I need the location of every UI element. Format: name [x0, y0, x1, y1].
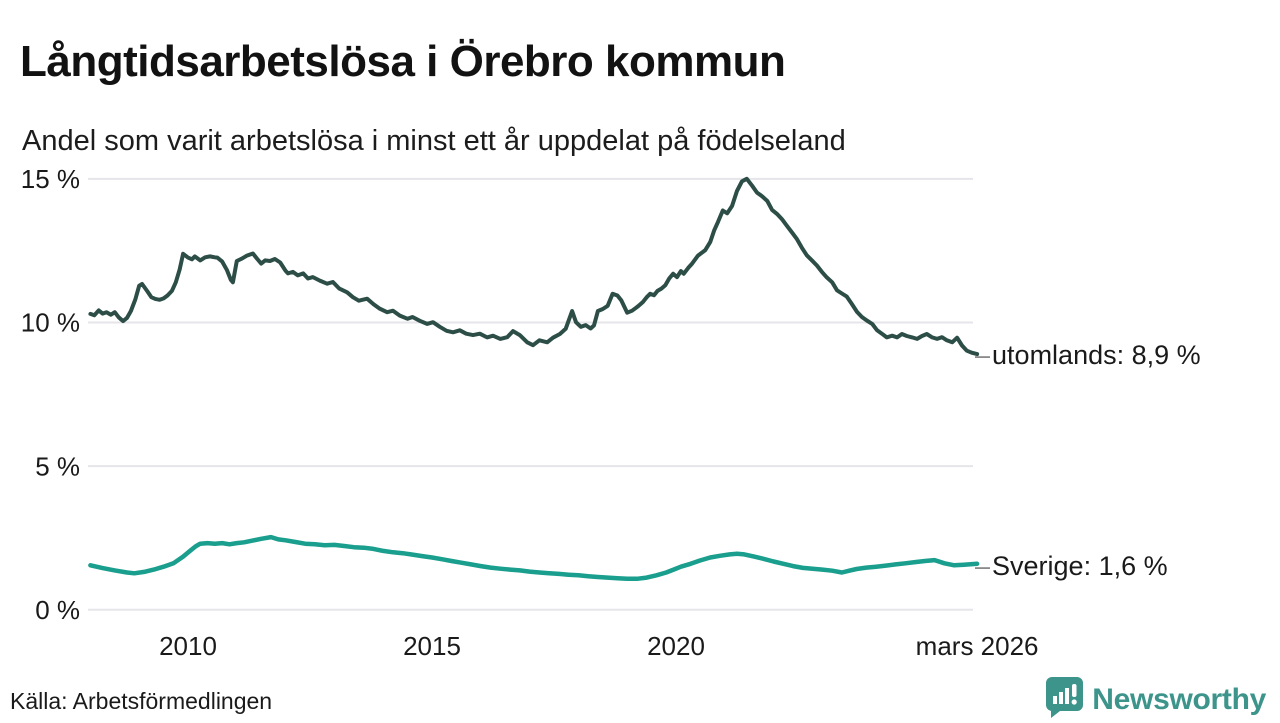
- newsworthy-wordmark: Newsworthy: [1092, 682, 1266, 716]
- x-axis-tick-labels: 2010 2015 2020 mars 2026: [159, 631, 1038, 661]
- series-line-utomlands: [88, 176, 980, 357]
- source-attribution: Källa: Arbetsförmedlingen: [10, 688, 273, 714]
- page-title: Långtidsarbetslösa i Örebro kommun: [20, 37, 786, 87]
- gridlines-group: [88, 177, 973, 611]
- x-tick-label: 2020: [647, 631, 705, 661]
- series-end-label-sverige: –Sverige: 1,6 %: [975, 551, 1168, 582]
- data-series-group: [88, 176, 980, 582]
- series-end-label-utomlands-text: utomlands: 8,9 %: [992, 340, 1201, 370]
- y-tick-label: 5 %: [35, 451, 80, 481]
- page-subtitle: Andel som varit arbetslösa i minst ett å…: [22, 125, 846, 157]
- series-end-label-utomlands: –utomlands: 8,9 %: [975, 340, 1201, 371]
- x-tick-label: mars 2026: [916, 631, 1039, 661]
- series-end-label-sverige-text: Sverige: 1,6 %: [992, 551, 1168, 581]
- label-connector-dash: –: [975, 551, 991, 581]
- x-tick-label: 2010: [159, 631, 217, 661]
- y-axis-tick-labels: 15 % 10 % 5 % 0 %: [21, 164, 80, 625]
- y-tick-label: 0 %: [35, 595, 80, 625]
- label-connector-dash: –: [975, 340, 991, 370]
- series-line-Sverige: [88, 534, 980, 582]
- newsworthy-logo[interactable]: Newsworthy: [1045, 676, 1266, 723]
- y-tick-label: 10 %: [21, 308, 80, 338]
- x-tick-label: 2015: [403, 631, 461, 661]
- newsworthy-chart-bubble-icon: [1045, 676, 1084, 723]
- y-tick-label: 15 %: [21, 164, 80, 194]
